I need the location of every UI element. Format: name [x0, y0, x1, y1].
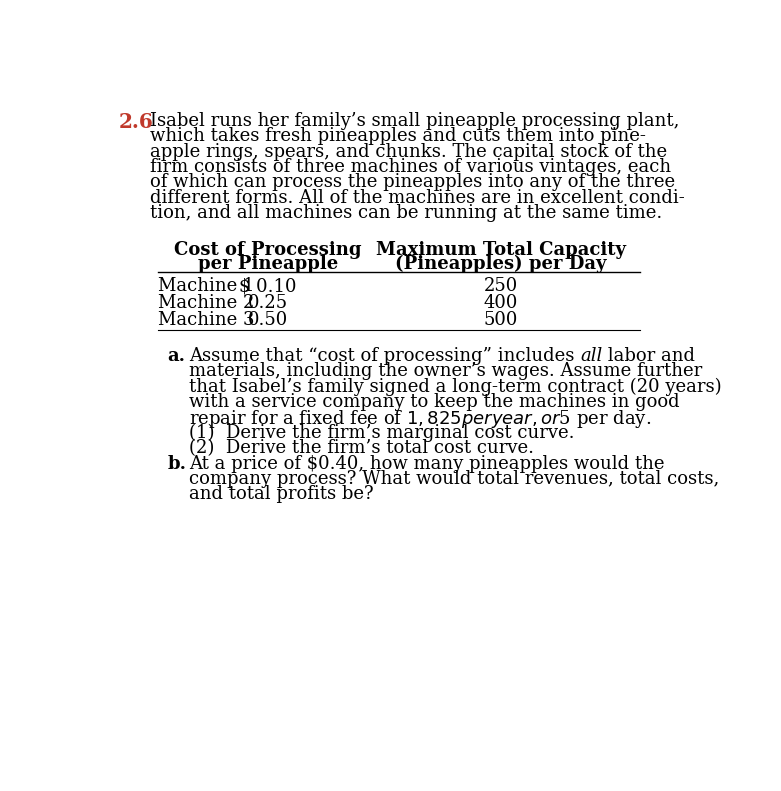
- Text: repair for a fixed fee of $1,825 per year, or $5 per day.: repair for a fixed fee of $1,825 per yea…: [189, 408, 651, 430]
- Text: company process? What would total revenues, total costs,: company process? What would total revenu…: [189, 470, 719, 488]
- Text: and total profits be?: and total profits be?: [189, 486, 373, 503]
- Text: Cost of Processing: Cost of Processing: [174, 241, 362, 259]
- Text: which takes fresh pineapples and cuts them into pine-: which takes fresh pineapples and cuts th…: [150, 127, 646, 146]
- Text: of which can process the pineapples into any of the three: of which can process the pineapples into…: [150, 173, 676, 191]
- Text: a.: a.: [167, 346, 185, 365]
- Text: $ 0.10: $ 0.10: [239, 278, 297, 295]
- Text: different forms. All of the machines are in excellent condi-: different forms. All of the machines are…: [150, 189, 685, 207]
- Text: Assume that “cost of processing” includes: Assume that “cost of processing” include…: [189, 346, 580, 365]
- Text: 0.50: 0.50: [248, 312, 288, 329]
- Text: 500: 500: [483, 312, 518, 329]
- Text: 400: 400: [483, 294, 518, 312]
- Text: Machine 1: Machine 1: [158, 278, 255, 295]
- Text: b.: b.: [167, 455, 187, 472]
- Text: all: all: [580, 346, 602, 365]
- Text: with a service company to keep the machines in good: with a service company to keep the machi…: [189, 393, 679, 411]
- Text: Isabel runs her family’s small pineapple processing plant,: Isabel runs her family’s small pineapple…: [150, 112, 679, 130]
- Text: Maximum Total Capacity: Maximum Total Capacity: [376, 241, 626, 259]
- Text: Machine 3: Machine 3: [158, 312, 255, 329]
- Text: (Pineapples) per Day: (Pineapples) per Day: [395, 255, 606, 274]
- Text: labor and: labor and: [602, 346, 695, 365]
- Text: firm consists of three machines of various vintages, each: firm consists of three machines of vario…: [150, 158, 672, 176]
- Text: tion, and all machines can be running at the same time.: tion, and all machines can be running at…: [150, 204, 662, 222]
- Text: 2.6: 2.6: [119, 112, 153, 132]
- Text: per Pineapple: per Pineapple: [198, 255, 338, 273]
- Text: Machine 2: Machine 2: [158, 294, 255, 312]
- Text: (1)  Derive the firm’s marginal cost curve.: (1) Derive the firm’s marginal cost curv…: [189, 424, 575, 442]
- Text: (2)  Derive the firm’s total cost curve.: (2) Derive the firm’s total cost curve.: [189, 439, 534, 457]
- Text: At a price of $0.40, how many pineapples would the: At a price of $0.40, how many pineapples…: [189, 455, 665, 472]
- Text: materials, including the owner’s wages. Assume further: materials, including the owner’s wages. …: [189, 362, 702, 380]
- Text: 0.25: 0.25: [248, 294, 288, 312]
- Text: that Isabel’s family signed a long-term contract (20 years): that Isabel’s family signed a long-term …: [189, 377, 722, 396]
- Text: 250: 250: [483, 278, 518, 295]
- Text: apple rings, spears, and chunks. The capital stock of the: apple rings, spears, and chunks. The cap…: [150, 142, 668, 161]
